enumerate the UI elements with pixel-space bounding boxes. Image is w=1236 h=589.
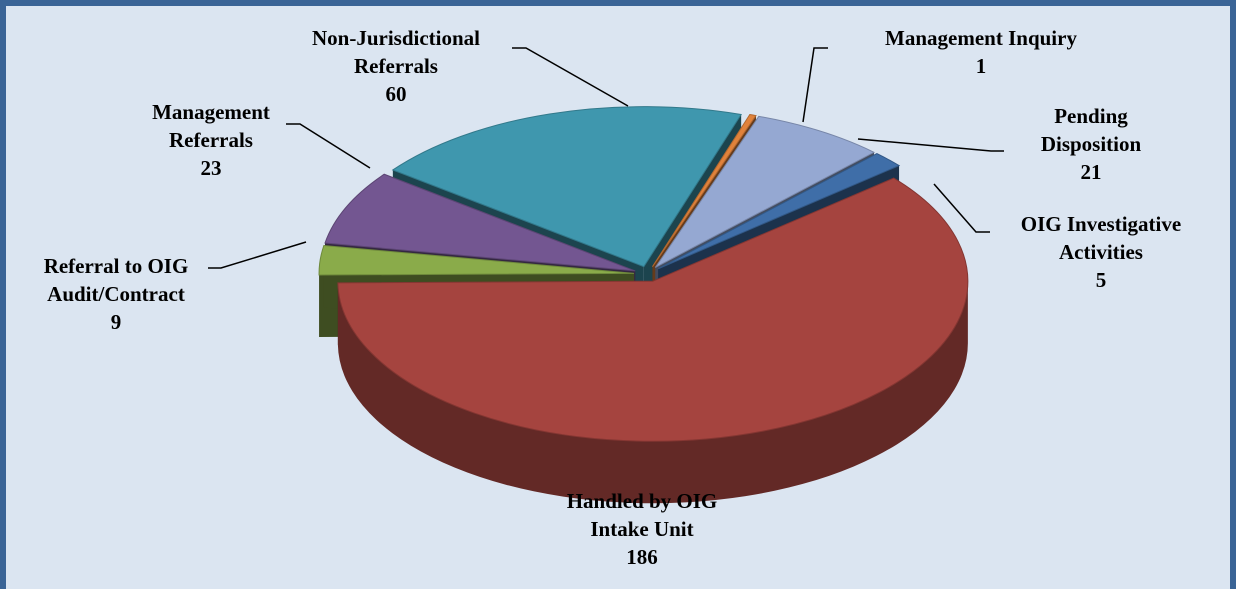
leader-line	[286, 123, 371, 169]
slice-label: Pending Disposition	[1040, 104, 1142, 156]
slice	[318, 244, 635, 276]
leader-line	[208, 241, 307, 269]
slice	[337, 177, 969, 442]
leader-line	[857, 138, 1004, 152]
slice-label: Handled by OIG Intake Unit	[566, 489, 718, 541]
value-label: 1	[975, 54, 987, 78]
leader-lines	[208, 47, 1004, 269]
value-label: 21	[1080, 160, 1102, 184]
slice	[324, 173, 636, 272]
slice-label: Management Inquiry	[885, 26, 1077, 50]
slice-wall	[337, 281, 968, 504]
slice	[652, 113, 757, 267]
leader-line	[933, 183, 990, 233]
slice	[657, 153, 901, 270]
pie-chart	[208, 47, 1004, 504]
value-label: 23	[200, 156, 222, 180]
leader-line	[802, 47, 828, 123]
value-label: 5	[1095, 268, 1107, 292]
slice	[654, 115, 876, 268]
leader-line	[512, 47, 629, 107]
slice-label: OIG Investigative Activities	[1020, 212, 1182, 264]
slice-label: Non-Jurisdictional Referrals	[311, 26, 481, 78]
slice-label: Management Referrals	[152, 100, 270, 152]
slice-label: Referral to OIG Audit/Contract	[43, 254, 189, 306]
value-label: 186	[626, 545, 658, 569]
value-label: 9	[110, 310, 122, 334]
value-label: 60	[385, 82, 407, 106]
slice	[391, 106, 742, 268]
